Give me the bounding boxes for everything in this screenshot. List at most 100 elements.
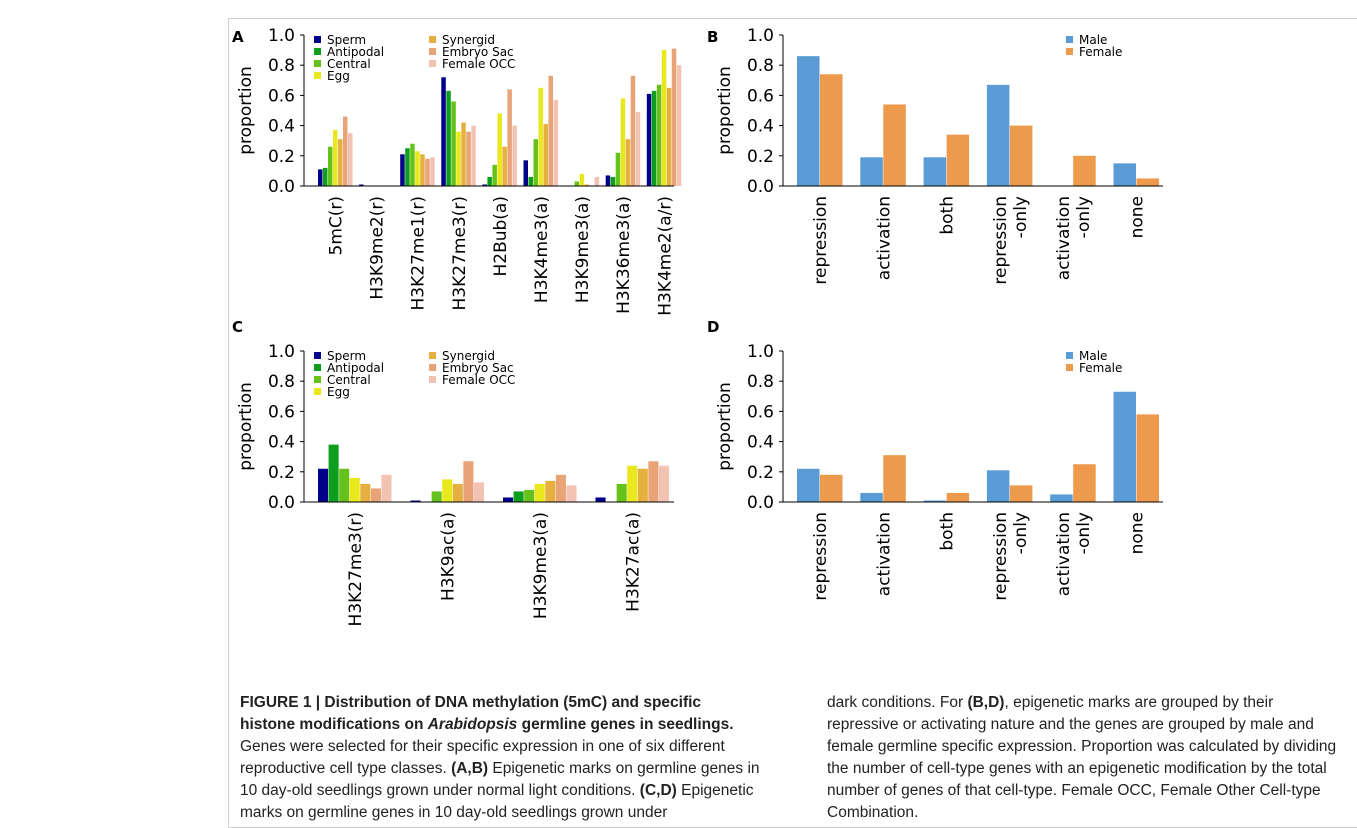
caption-right-column: dark conditions. For (B,D), epigenetic m…: [827, 692, 1347, 824]
legend-swatch: [314, 352, 321, 359]
bar: [820, 474, 843, 502]
caption-text-3: Epigenetic marks on germline genes in 10…: [240, 782, 754, 821]
legend-swatch: [1066, 352, 1073, 359]
bar: [524, 489, 535, 502]
legend-swatch: [314, 72, 321, 79]
bar: [658, 465, 669, 502]
caption-left-column: FIGURE 1 | Distribution of DNA methylati…: [240, 692, 760, 824]
bar: [630, 75, 636, 186]
x-tick-label: both: [938, 512, 958, 551]
bar: [415, 151, 420, 186]
y-tick-label: 0.4: [747, 117, 774, 137]
bar: [533, 139, 538, 186]
x-tick-label: H3K27ac(a): [624, 512, 644, 612]
y-tick-label: 0.6: [747, 86, 774, 106]
bar: [461, 122, 466, 186]
y-tick-label: 1.0: [747, 342, 774, 362]
bar: [646, 93, 652, 186]
bar: [441, 77, 446, 186]
x-tick-label: repression: [991, 196, 1011, 285]
bar: [513, 491, 524, 502]
bar: [883, 104, 906, 186]
bar: [492, 164, 497, 186]
bar: [1009, 485, 1033, 502]
y-tick-label: 0.4: [268, 117, 295, 137]
caption-text-1: Genes were selected for their specific e…: [240, 738, 725, 777]
legend-swatch: [429, 48, 436, 55]
caption-text-4: dark conditions. For: [827, 694, 968, 711]
bar: [615, 152, 621, 186]
bar: [425, 158, 430, 186]
y-tick-label: 1.0: [268, 26, 295, 46]
panel-letter: B: [707, 28, 718, 46]
bar: [651, 90, 657, 186]
bar: [466, 131, 471, 186]
bar: [348, 133, 353, 186]
y-tick-label: 0.2: [747, 147, 774, 167]
bar: [349, 477, 360, 502]
bar: [400, 154, 405, 186]
bar: [451, 101, 456, 186]
bar: [343, 116, 348, 186]
bar: [605, 175, 611, 186]
panel-a-group: A 0.0 0.2 0.4 0.6 0.8 1.0 proportion 5mC(r) H3K9m…: [232, 26, 682, 316]
panel-c-group: C 0.0 0.2 0.4 0.6 0.8 1.0 proportion H3K27me3(r)…: [232, 318, 674, 626]
x-tick-label: repression: [991, 512, 1011, 601]
x-tick-label: H3K9me3(a): [531, 512, 551, 619]
bar: [946, 134, 970, 186]
bar: [545, 480, 556, 502]
bar: [339, 468, 350, 502]
bar: [860, 157, 883, 186]
bar: [338, 139, 343, 186]
legend-label: Male: [1079, 349, 1107, 363]
x-tick-label: none: [1128, 512, 1148, 554]
bar: [610, 176, 616, 186]
legend-swatch: [1066, 48, 1073, 55]
legend-label: Female OCC: [442, 57, 515, 71]
y-tick-label: 0.0: [747, 177, 774, 197]
x-tick-label: repression: [811, 196, 831, 285]
bar: [986, 84, 1010, 186]
bar: [528, 176, 533, 186]
bar: [555, 474, 566, 502]
legend-label: Egg: [327, 385, 350, 399]
bar: [1050, 494, 1073, 502]
bar: [1073, 155, 1096, 186]
x-tick-label: activation: [874, 512, 894, 596]
bar: [502, 146, 507, 186]
bar: [1113, 163, 1136, 186]
legend-swatch: [429, 352, 436, 359]
bar: [661, 50, 667, 186]
y-tick-label: 0.2: [747, 463, 774, 483]
legend-swatch: [429, 376, 436, 383]
panel-letter: A: [232, 28, 244, 46]
legend-swatch: [314, 60, 321, 67]
bar: [676, 65, 682, 186]
x-tick-label: H3K27me3(r): [346, 512, 366, 626]
bar: [359, 184, 364, 186]
bar: [463, 461, 474, 502]
bar: [648, 461, 659, 502]
bar: [1136, 178, 1159, 186]
bar: [333, 130, 338, 186]
legend-label: Sperm: [327, 33, 366, 47]
bar: [328, 146, 333, 186]
bar: [452, 483, 463, 502]
legend-label: Antipodal: [327, 361, 384, 375]
legend-label: Sperm: [327, 349, 366, 363]
bar: [1136, 414, 1159, 502]
x-tick-label: -only: [1074, 512, 1094, 554]
legend-label: Synergid: [442, 33, 495, 47]
y-tick-label: 0.2: [268, 147, 295, 167]
y-tick-label: 0.8: [747, 372, 774, 392]
bar: [797, 56, 820, 186]
caption-title-italic: Arabidopsis: [427, 716, 518, 733]
legend-label: Egg: [327, 69, 350, 83]
bar: [456, 131, 461, 186]
x-tick-label: H3K9me3(a): [573, 196, 593, 303]
x-tick-label: H3K9ac(a): [439, 512, 459, 601]
bar: [512, 125, 517, 186]
bar: [381, 474, 392, 502]
legend-label: Embryo Sac: [442, 45, 514, 59]
